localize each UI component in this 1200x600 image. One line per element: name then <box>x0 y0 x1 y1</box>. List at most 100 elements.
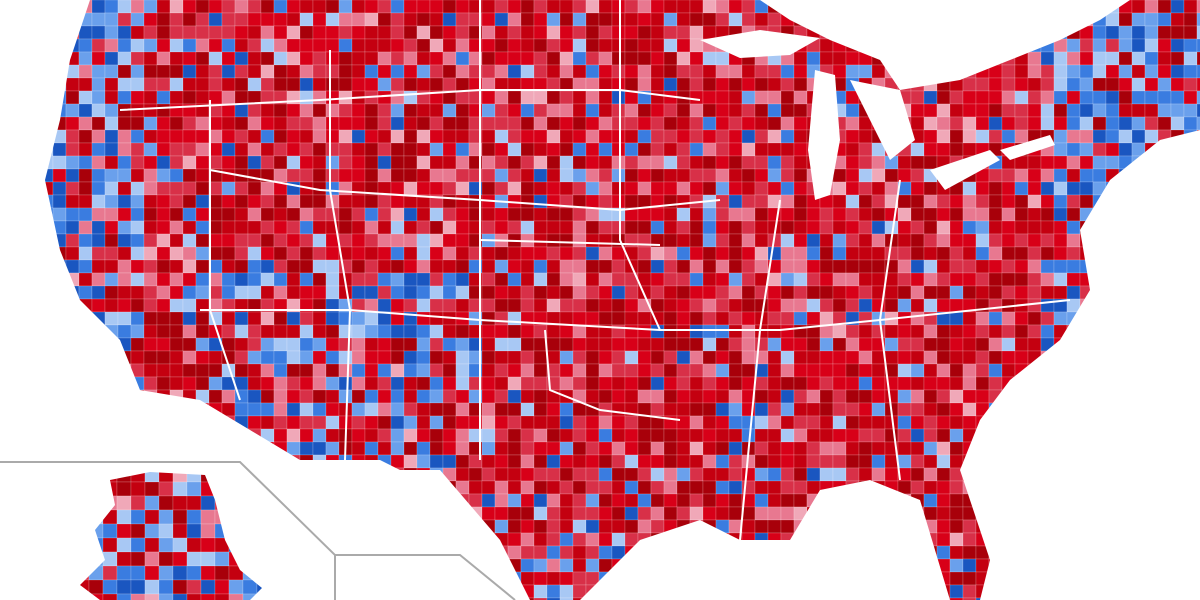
county <box>1092 64 1107 79</box>
county <box>858 311 873 326</box>
county <box>299 194 314 209</box>
county <box>455 142 470 157</box>
county <box>1079 12 1094 27</box>
county <box>1170 519 1185 534</box>
county <box>975 454 990 469</box>
county <box>1001 324 1016 339</box>
county <box>559 38 574 53</box>
county <box>858 155 873 170</box>
county <box>1157 168 1172 183</box>
county <box>624 129 639 144</box>
county <box>325 259 340 274</box>
county <box>702 155 717 170</box>
county <box>195 129 210 144</box>
county <box>442 545 457 560</box>
county <box>910 259 925 274</box>
county <box>897 584 912 599</box>
county <box>208 402 223 417</box>
county <box>1079 571 1094 586</box>
county <box>143 90 158 105</box>
county <box>45 51 54 66</box>
county <box>1040 519 1055 534</box>
county <box>273 168 288 183</box>
county <box>676 12 691 27</box>
county <box>585 506 600 521</box>
county <box>858 441 873 456</box>
county <box>104 259 119 274</box>
county <box>1131 116 1146 131</box>
county <box>754 64 769 79</box>
county <box>494 532 509 547</box>
county <box>702 25 717 40</box>
county <box>897 259 912 274</box>
county <box>1131 415 1146 430</box>
county <box>351 506 366 521</box>
county <box>819 506 834 521</box>
county <box>494 376 509 391</box>
county <box>780 272 795 287</box>
county <box>52 298 67 313</box>
county <box>256 579 262 595</box>
county <box>676 129 691 144</box>
county <box>702 389 717 404</box>
county <box>1027 558 1042 573</box>
county <box>494 207 509 222</box>
county <box>338 12 353 27</box>
county <box>780 519 795 534</box>
county <box>663 363 678 378</box>
county <box>1183 142 1198 157</box>
county <box>351 116 366 131</box>
county <box>91 298 106 313</box>
county <box>169 64 184 79</box>
county <box>637 376 652 391</box>
county <box>144 495 160 511</box>
county <box>663 116 678 131</box>
county <box>962 64 977 79</box>
county <box>377 25 392 40</box>
county <box>286 272 301 287</box>
county <box>897 220 912 235</box>
county <box>390 571 405 586</box>
county <box>156 402 171 417</box>
county <box>299 506 314 521</box>
county <box>533 246 548 261</box>
county <box>923 389 938 404</box>
county <box>1027 532 1042 547</box>
county <box>702 129 717 144</box>
county <box>260 441 275 456</box>
county <box>1183 389 1198 404</box>
county <box>351 285 366 300</box>
county <box>871 493 886 508</box>
county <box>52 142 67 157</box>
county <box>897 233 912 248</box>
county <box>455 428 470 443</box>
county <box>1066 376 1081 391</box>
county <box>715 103 730 118</box>
county <box>1001 207 1016 222</box>
county <box>403 220 418 235</box>
county <box>858 363 873 378</box>
county <box>533 376 548 391</box>
county <box>689 350 704 365</box>
county <box>585 103 600 118</box>
county <box>689 207 704 222</box>
county <box>65 272 80 287</box>
county <box>520 142 535 157</box>
county <box>598 116 613 131</box>
county <box>676 467 691 482</box>
county <box>312 402 327 417</box>
county <box>1144 350 1159 365</box>
county <box>494 181 509 196</box>
county <box>1001 25 1016 40</box>
county <box>1040 285 1055 300</box>
county <box>1066 272 1081 287</box>
county <box>520 207 535 222</box>
county <box>1066 181 1081 196</box>
county <box>1170 298 1185 313</box>
county <box>572 298 587 313</box>
county <box>377 142 392 157</box>
county <box>195 194 210 209</box>
county <box>663 246 678 261</box>
county <box>312 337 327 352</box>
county <box>1066 155 1081 170</box>
